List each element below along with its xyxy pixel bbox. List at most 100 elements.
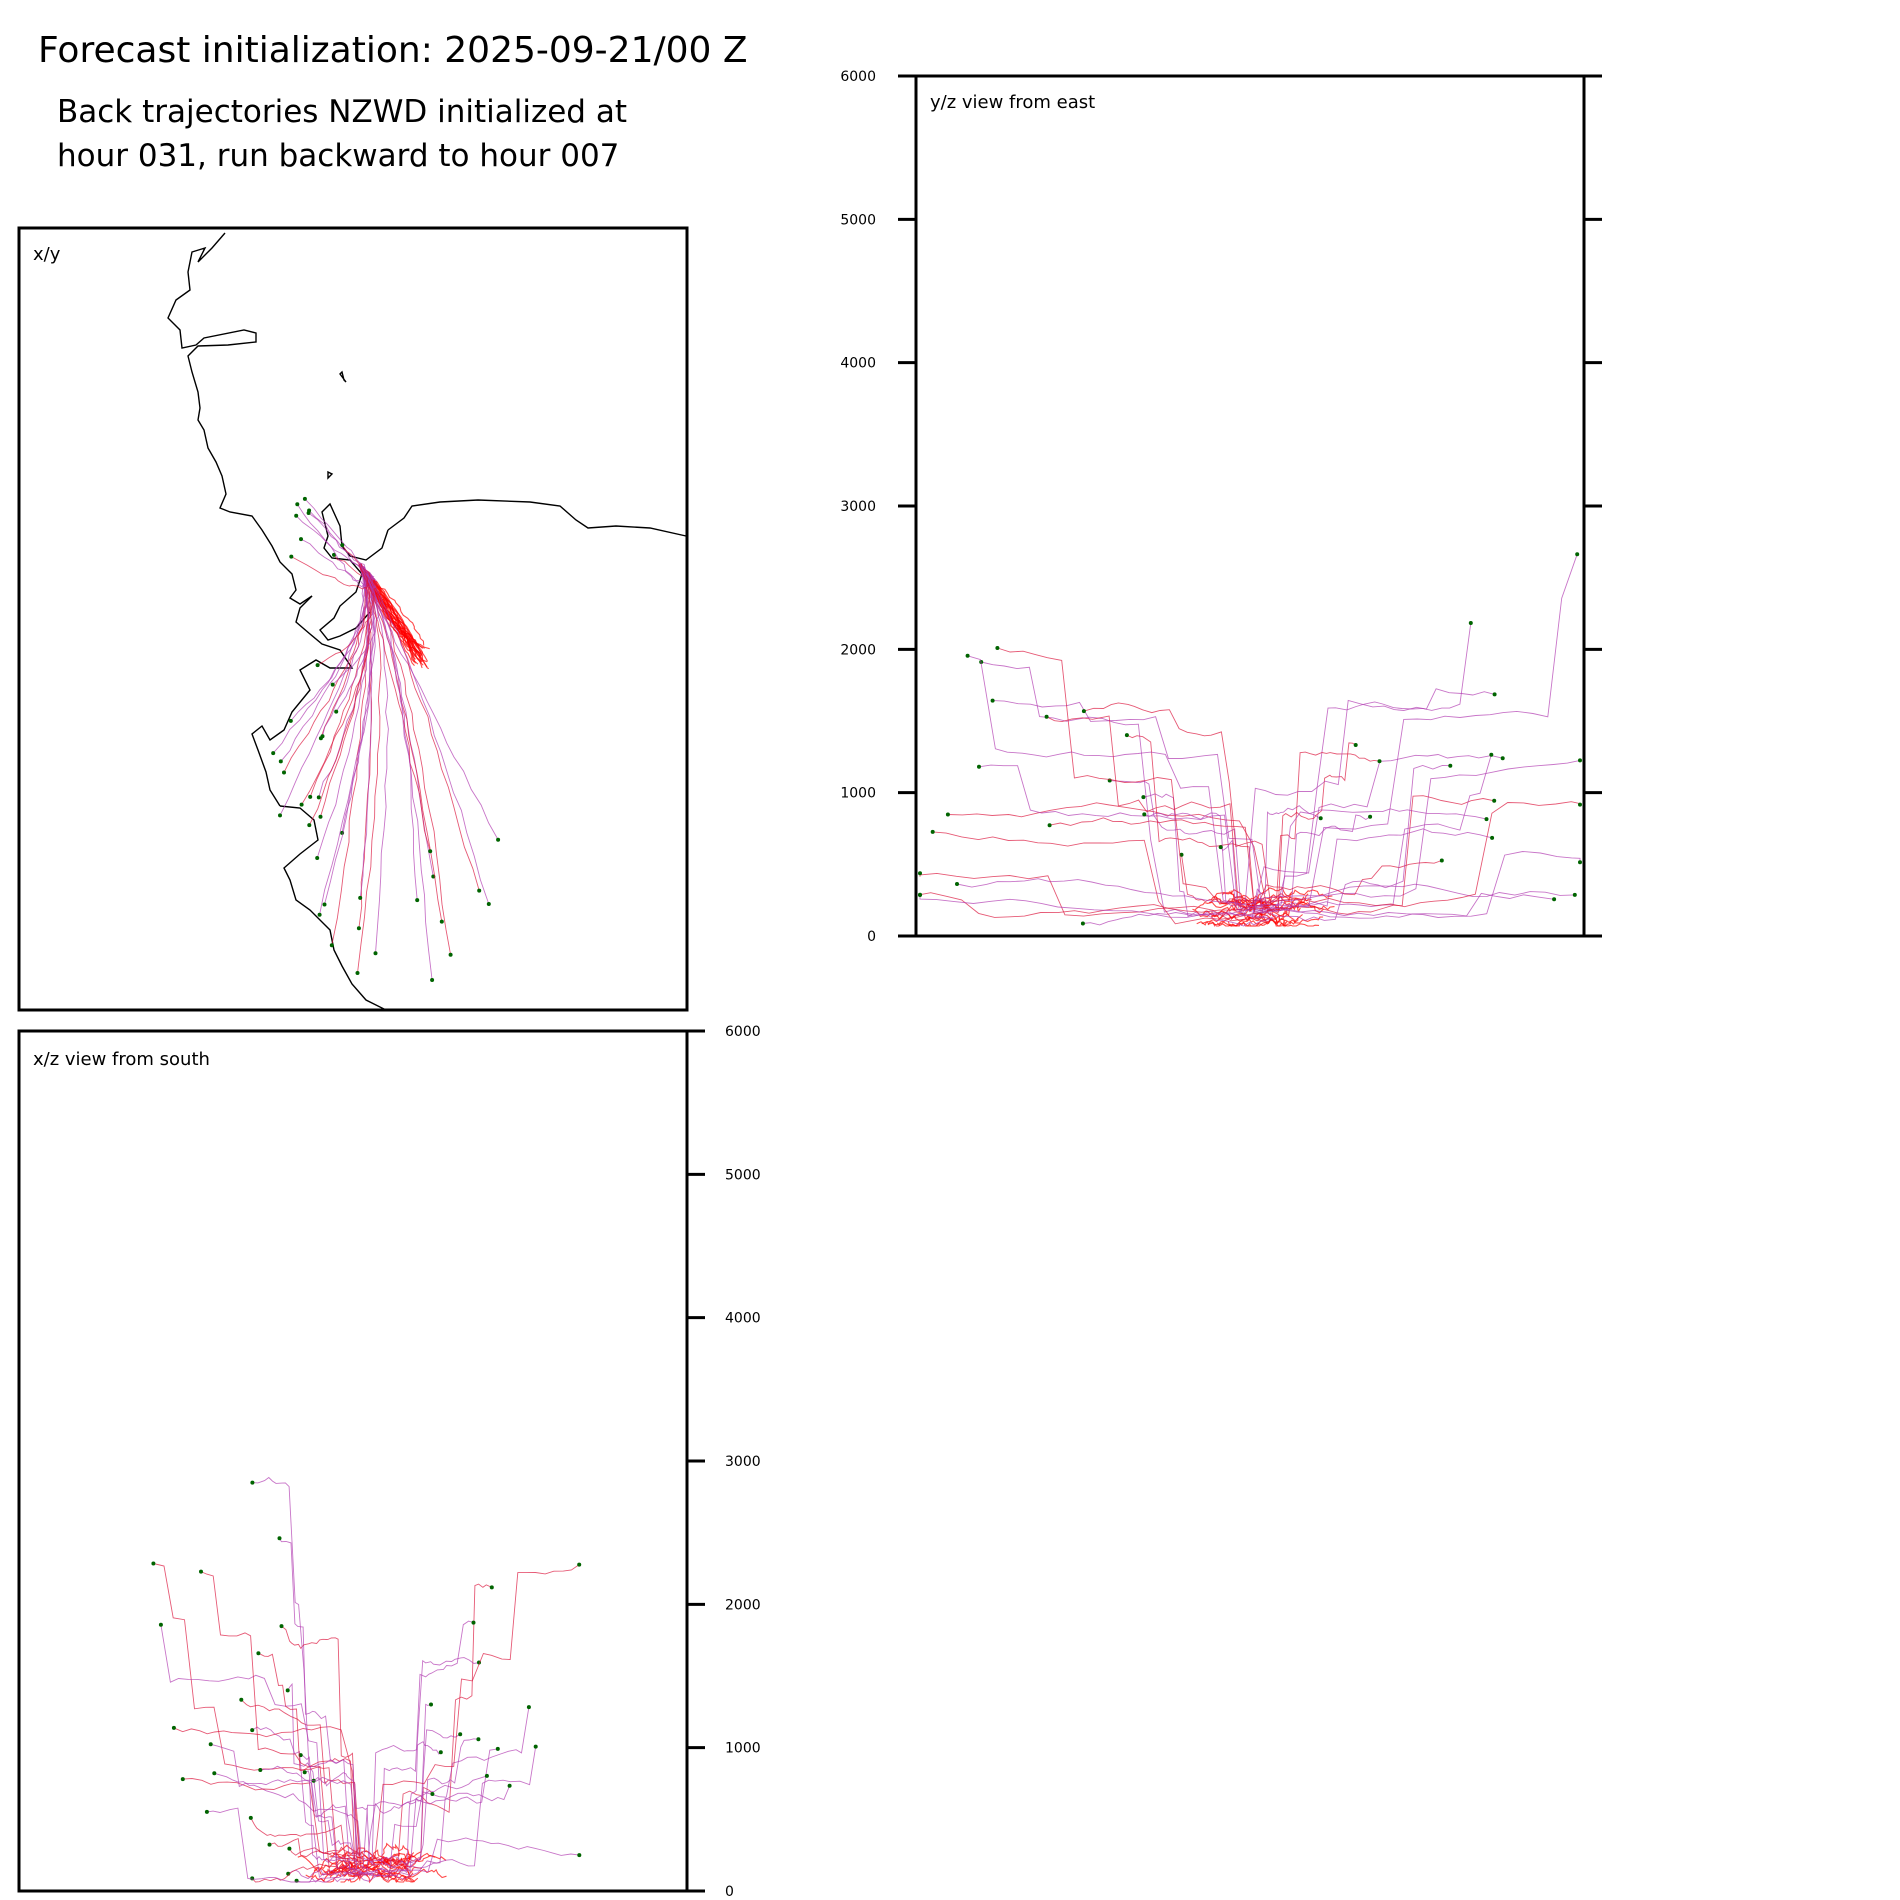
y-tick-label: 0: [725, 1884, 734, 1900]
coastline-west: [167, 232, 313, 605]
trajectory-endpoint: [1377, 759, 1382, 764]
trajectory-line: [357, 1785, 511, 1877]
trajectory-endpoint: [1468, 621, 1473, 625]
trajectory-endpoint: [180, 1777, 185, 1782]
trajectory-endpoint: [315, 856, 320, 860]
trajectory-endpoint: [295, 502, 300, 507]
trajectory-endpoint: [1080, 921, 1085, 926]
trajectory-line: [367, 1707, 530, 1878]
trajectory-endpoint: [307, 508, 312, 513]
trajectory-endpoint: [918, 893, 922, 897]
y-tick-label: 1000: [725, 1741, 761, 1757]
yz-panel-frame: [914, 74, 1586, 938]
trajectory-endpoint: [918, 871, 922, 876]
trajectory-endpoint: [256, 1651, 261, 1656]
yz-panel-label: y/z view from east: [930, 92, 1095, 113]
trajectory-endpoint: [199, 1569, 203, 1574]
trajectory-endpoint: [204, 1809, 209, 1814]
trajectory-endpoint: [1490, 835, 1495, 840]
trajectory-endpoint: [458, 1732, 463, 1737]
trajectory-line: [1248, 554, 1578, 910]
trajectory-endpoint: [438, 1750, 443, 1755]
trajectory-line: [382, 1837, 580, 1873]
trajectory-endpoint: [930, 829, 935, 834]
trajectory-endpoint: [330, 682, 335, 687]
trajectory-line: [300, 1754, 380, 1882]
trajectory-line: [297, 1855, 371, 1876]
trajectory-endpoint: [355, 971, 360, 975]
trajectory-line: [296, 503, 367, 589]
trajectory-endpoint: [415, 898, 420, 903]
trajectory-endpoint: [277, 1536, 282, 1541]
trajectory-line: [1083, 702, 1272, 906]
trajectory-endpoint: [298, 1753, 303, 1758]
trajectory-line: [1220, 839, 1274, 917]
trajectory-endpoint: [315, 663, 320, 668]
y-tick-label: 0: [867, 929, 876, 945]
trajectory-endpoint: [1578, 758, 1582, 763]
trajectory-endpoint: [289, 554, 294, 559]
trajectory-endpoint: [151, 1561, 156, 1566]
trajectory-line: [919, 872, 1264, 922]
trajectory-endpoint: [258, 1768, 263, 1772]
subtitle-line-1: Back trajectories NZWD initialized at: [57, 94, 627, 130]
trajectory-endpoint: [320, 734, 325, 739]
trajectory-line: [362, 1775, 488, 1870]
trajectory-line: [287, 1682, 371, 1871]
trajectory-line: [382, 1852, 447, 1865]
trajectory-endpoint: [212, 1771, 217, 1776]
xy-trajectories: [271, 496, 501, 982]
trajectory-endpoint: [278, 813, 282, 818]
trajectory-endpoint: [322, 902, 327, 907]
trajectory-line: [1272, 808, 1487, 907]
trajectory-line: [380, 1842, 412, 1859]
trajectory-line: [173, 1726, 371, 1869]
trajectory-endpoint: [278, 759, 283, 764]
trajectory-line: [992, 700, 1264, 914]
y-tick-label: 3000: [725, 1454, 761, 1470]
trajectory-line: [1143, 793, 1274, 927]
trajectory-line: [380, 1738, 479, 1868]
trajectory-line: [200, 1571, 360, 1870]
trajectory-endpoint: [208, 1742, 213, 1747]
trajectory-endpoint: [477, 888, 482, 893]
trajectory-line: [1268, 801, 1581, 908]
trajectory-endpoint: [1142, 812, 1147, 817]
trajectory-endpoint: [285, 1688, 290, 1693]
y-tick-label: 6000: [840, 69, 876, 85]
trajectory-line: [319, 565, 376, 915]
xz-axis: 0 1000 2000 3000 4000 5000 6000: [687, 1024, 761, 1900]
trajectory-endpoint: [526, 1705, 531, 1710]
trajectory-line: [363, 1748, 498, 1871]
trajectory-line: [322, 564, 368, 737]
trajectory-line: [358, 565, 490, 905]
y-tick-label: 6000: [725, 1024, 761, 1040]
trajectory-endpoint: [430, 978, 435, 982]
trajectory-endpoint: [1572, 892, 1577, 897]
trajectory-endpoint: [945, 812, 950, 817]
trajectory-line: [1268, 851, 1581, 918]
y-tick-label: 4000: [840, 356, 876, 372]
trajectory-line: [335, 566, 374, 712]
trajectory-line: [269, 1837, 362, 1858]
trajectory-endpoint: [1044, 714, 1049, 719]
trajectory-endpoint: [250, 1876, 255, 1881]
trajectory-endpoint: [1492, 692, 1497, 697]
trajectory-endpoint: [484, 1773, 489, 1778]
trajectory-line: [919, 895, 1273, 920]
trajectory-endpoint: [248, 1815, 253, 1820]
trajectory-line: [304, 1770, 362, 1876]
trajectory-line: [332, 564, 380, 685]
trajectory-endpoint: [1575, 552, 1580, 557]
trajectory-line: [383, 1583, 492, 1867]
trajectory-line: [291, 556, 370, 590]
y-tick-label: 4000: [725, 1311, 761, 1327]
trajectory-endpoint: [287, 1846, 292, 1851]
trajectory-line: [1273, 742, 1356, 914]
trajectory-endpoint: [267, 1842, 272, 1847]
coastline-north: [387, 499, 687, 537]
trajectory-endpoint: [507, 1783, 512, 1788]
y-tick-label: 3000: [840, 499, 876, 515]
trajectory-line: [956, 878, 1257, 905]
trajectory-endpoint: [489, 1585, 494, 1590]
